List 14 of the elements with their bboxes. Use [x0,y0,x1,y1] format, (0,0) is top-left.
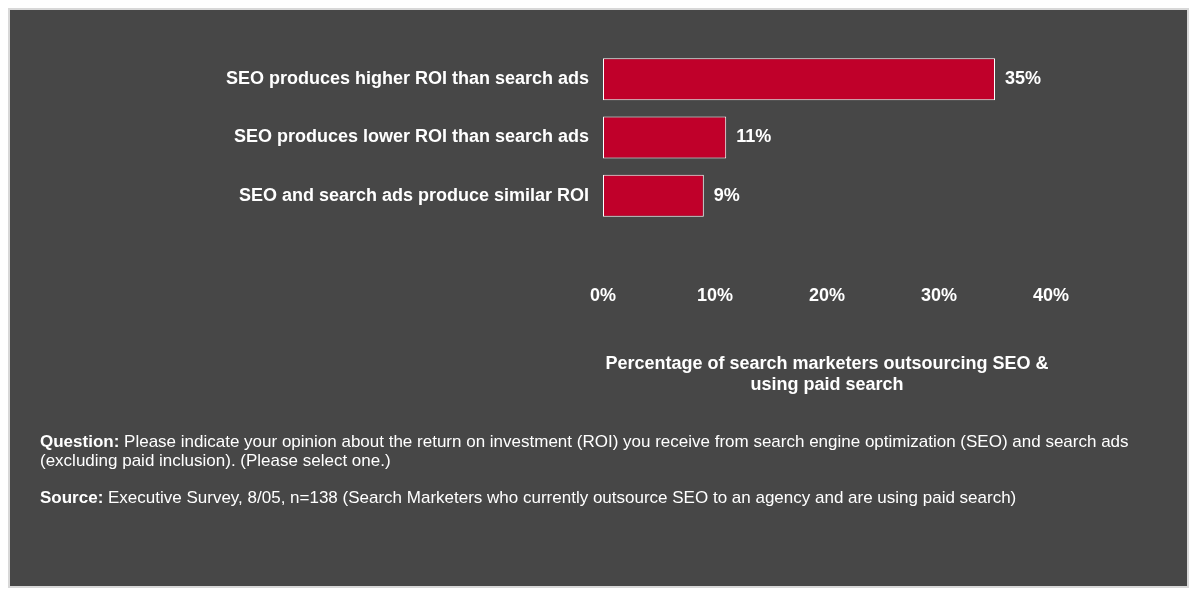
x-tick-label: 30% [920,284,958,305]
x-tick-label: 40% [1032,284,1070,305]
y-tick-label: SEO produces higher ROI than search ads [225,68,589,89]
source-note: Source: Executive Survey, 8/05, n=138 (Search Marketers who currently outsource SEO to an agency and are using paid search) [40,488,1017,507]
text: Question: Please indicate your opinion about the return on investment (ROI) you receive from search engine optimization (SEO) and search ads (excluding paid inclusion). (Please select one.) [40,432,1129,470]
x-tick-label: 20% [808,284,846,305]
y-tick-label: SEO and search ads produce similar ROI [238,184,589,205]
y-tick-label: SEO produces lower ROI than search ads [233,126,589,147]
x-tick-label: 0% [589,284,617,305]
x-tick-label: 10% [696,284,734,305]
data-label: 11% [736,126,772,147]
data-label: 9% [713,184,740,205]
x-axis-title: Percentage of search marketers outsourcing SEO & using paid search [605,352,1049,395]
data-label: 35% [1005,68,1042,89]
